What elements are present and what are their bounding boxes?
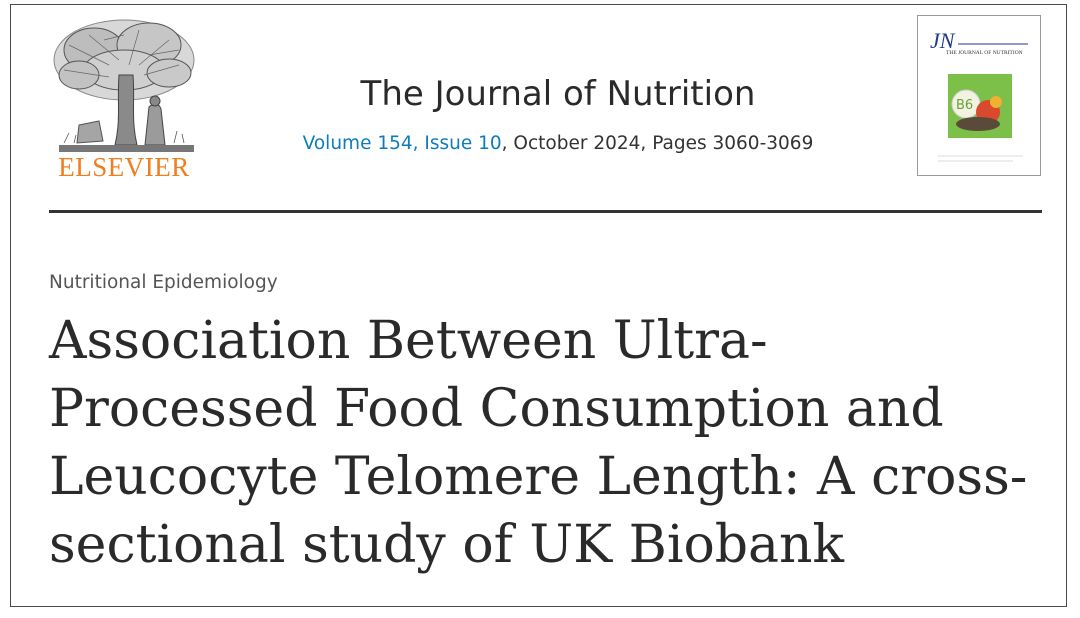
journal-title[interactable]: The Journal of Nutrition (360, 74, 756, 114)
article-title: Association Between Ultra- Processed Foo… (49, 307, 1049, 579)
article-section: Nutritional Epidemiology (49, 272, 278, 293)
article-title-line: Processed Food Consumption and (49, 379, 944, 439)
elsevier-tree-logo-icon (49, 15, 199, 183)
citation-line: Volume 154, Issue 10, October 2024, Page… (271, 131, 845, 157)
article-title-line: Leucocyte Telomere Length: A cross- (49, 447, 1028, 507)
cover-badge: B6 (956, 98, 973, 113)
article-title-line: sectional study of UK Biobank (49, 515, 845, 575)
date-pages: , October 2024, Pages 3060-3069 (501, 133, 814, 154)
cover-masthead: JN (930, 28, 956, 53)
article-header-card: ELSEVIER The Journal of Nutrition Volume… (10, 4, 1067, 607)
article-title-line: Association Between Ultra- (49, 311, 768, 371)
volume-issue-link[interactable]: Volume 154, Issue 10 (302, 133, 502, 154)
journal-cover-thumbnail[interactable]: JN THE JOURNAL OF NUTRITION B6 (917, 15, 1041, 176)
publisher-name[interactable]: ELSEVIER (58, 152, 190, 182)
header-divider (49, 210, 1042, 213)
cover-subtitle: THE JOURNAL OF NUTRITION (946, 50, 1023, 56)
